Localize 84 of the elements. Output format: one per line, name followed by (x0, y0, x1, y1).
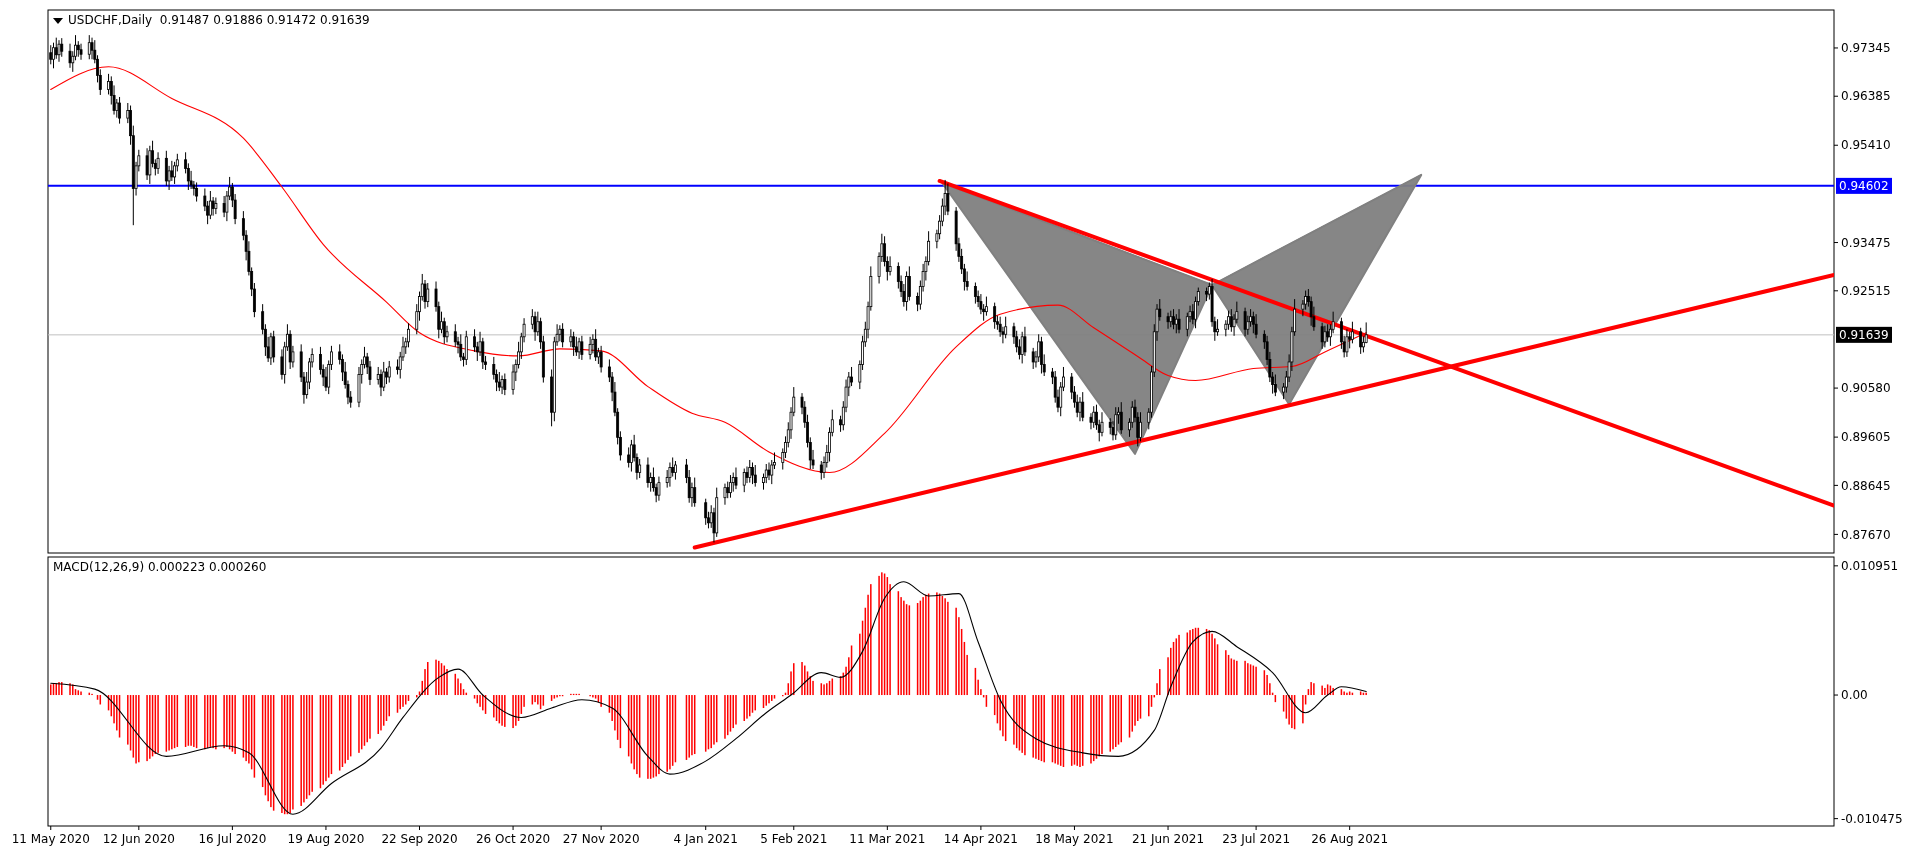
candlestick (588, 336, 592, 360)
candlestick (1320, 322, 1324, 350)
candlestick (1031, 347, 1035, 370)
candlestick (118, 96, 121, 125)
candlestick (561, 322, 565, 348)
y-tick-label: 0.00 (1841, 688, 1868, 703)
y-tick-label: 0.96385 (1841, 89, 1891, 104)
x-tick-label: 11 May 2020 (11, 832, 90, 846)
y-tick-label: 0.93475 (1841, 235, 1891, 250)
candlestick (734, 467, 738, 490)
x-tick-label: 18 May 2021 (1035, 832, 1114, 846)
candlestick (459, 333, 463, 362)
candlestick (1254, 313, 1258, 339)
candlestick (1004, 316, 1008, 339)
candlestick (1078, 396, 1082, 422)
candlestick (1139, 411, 1142, 442)
y-tick-label: 0.89605 (1841, 430, 1891, 445)
x-tick-label: 12 Jun 2020 (102, 832, 175, 846)
y-tick-label: 0.95410 (1841, 138, 1891, 153)
candlestick (107, 73, 110, 95)
candlestick (68, 43, 72, 69)
y-tick-label: 0.010951 (1841, 559, 1899, 574)
x-tick-label: 21 Jun 2021 (1131, 832, 1205, 846)
candlestick (52, 42, 55, 69)
chart-title: USDCHF,Daily 0.91487 0.91886 0.91472 0.91639 (68, 13, 370, 27)
candlestick (272, 330, 276, 363)
candlestick (57, 39, 61, 63)
candlestick (195, 181, 199, 203)
x-tick-label: 26 Oct 2020 (475, 832, 551, 846)
x-tick-label: 4 Jan 2021 (673, 832, 738, 846)
line-series (50, 581, 1367, 815)
x-tick-label: 22 Sep 2020 (381, 832, 458, 846)
x-tick-label: 16 Jul 2020 (198, 832, 267, 846)
y-tick-label: 0.92515 (1841, 284, 1891, 298)
candlestick (79, 43, 83, 61)
candlestick (767, 462, 771, 481)
candlestick (657, 476, 661, 502)
x-tick-label: 26 Aug 2021 (1311, 832, 1389, 846)
candlestick (577, 337, 581, 360)
x-tick-label: 5 Feb 2021 (760, 832, 828, 846)
y-tick-label: 0.97345 (1841, 41, 1891, 56)
candlestick (269, 332, 273, 366)
candlestick (500, 375, 504, 395)
candlestick (751, 462, 754, 485)
candlestick (90, 37, 94, 60)
candlestick (214, 197, 218, 215)
candlestick (164, 150, 168, 187)
candlestick (1177, 308, 1181, 334)
candlestick (1040, 336, 1043, 375)
candlestick (946, 182, 950, 216)
chart-title: MACD(12,26,9) 0.000223 0.000260 (53, 560, 267, 574)
x-tick-label: 11 Mar 2021 (849, 832, 926, 846)
candlestick (580, 335, 584, 361)
x-tick-label: 19 Aug 2020 (287, 832, 365, 846)
ref-line-label: 0.94602 (1839, 179, 1889, 194)
candlestick (60, 37, 64, 58)
candlestick (503, 373, 507, 396)
candlestick (888, 255, 892, 276)
candlestick (1081, 391, 1085, 422)
y-tick-label: 0.87670 (1841, 527, 1891, 542)
y-tick-label: 0.90580 (1841, 381, 1891, 396)
y-tick-label: 0.88645 (1841, 478, 1891, 493)
ref-line-label: 0.91639 (1839, 328, 1889, 343)
x-tick-label: 23 Jul 2021 (1222, 832, 1291, 846)
x-tick-label: 27 Nov 2020 (562, 832, 640, 846)
candlestick (1100, 411, 1104, 437)
candlestick (850, 366, 853, 387)
candlestick (973, 282, 977, 305)
candlestick (511, 363, 515, 396)
candlestick (222, 195, 226, 218)
candlestick (704, 498, 708, 526)
y-tick-label: -0.010475 (1841, 811, 1903, 826)
candlestick (753, 464, 757, 488)
candlestick (1243, 307, 1247, 337)
candlestick (426, 282, 430, 308)
candlestick (748, 459, 752, 484)
candlestick (1092, 405, 1096, 429)
candlestick (674, 460, 677, 481)
candlestick (742, 468, 746, 493)
candlestick (646, 456, 650, 489)
candlestick (693, 477, 697, 508)
x-tick-label: 14 Apr 2021 (943, 832, 1018, 846)
candlestick (533, 311, 537, 342)
candlestick (145, 147, 149, 181)
